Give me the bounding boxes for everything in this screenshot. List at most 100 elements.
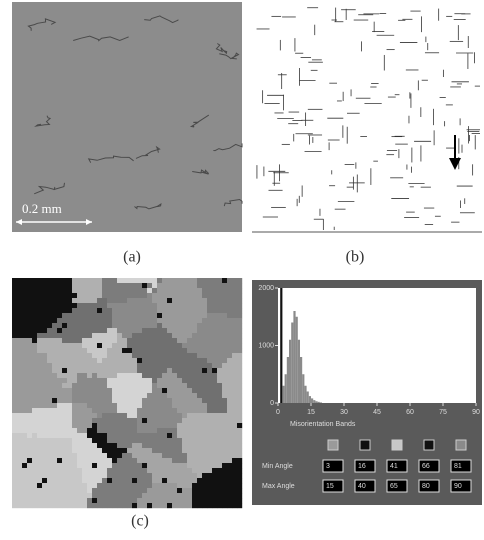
grain-cell bbox=[77, 353, 82, 358]
grain-cell bbox=[62, 398, 67, 403]
grain-cell bbox=[52, 488, 57, 493]
grain-cell bbox=[202, 303, 207, 308]
grain-cell bbox=[157, 333, 162, 338]
grain-cell bbox=[52, 358, 57, 363]
grain-cell bbox=[167, 298, 172, 303]
grain-cell bbox=[217, 443, 222, 448]
grain-cell bbox=[222, 323, 227, 328]
grain-cell bbox=[232, 458, 237, 463]
grain-cell bbox=[147, 463, 152, 468]
grain-cell bbox=[152, 373, 157, 378]
grain-cell bbox=[92, 473, 97, 478]
grain-cell bbox=[87, 398, 92, 403]
grain-cell bbox=[227, 328, 232, 333]
grain-cell bbox=[77, 288, 82, 293]
grain-cell bbox=[27, 338, 32, 343]
grain-cell bbox=[197, 293, 202, 298]
grain-cell bbox=[217, 293, 222, 298]
grain-cell bbox=[67, 333, 72, 338]
grain-cell bbox=[192, 383, 197, 388]
grain-cell bbox=[32, 313, 37, 318]
grain-cell bbox=[132, 408, 137, 413]
grain-cell bbox=[157, 433, 162, 438]
grain-cell bbox=[27, 393, 32, 398]
grain-cell bbox=[162, 443, 167, 448]
grain-cell bbox=[122, 378, 127, 383]
grain-cell bbox=[102, 443, 107, 448]
grain-cell bbox=[47, 343, 52, 348]
grain-cell bbox=[117, 433, 122, 438]
grain-cell bbox=[177, 353, 182, 358]
grain-cell bbox=[237, 448, 242, 453]
grain-cell bbox=[92, 398, 97, 403]
grain-cell bbox=[162, 363, 167, 368]
grain-cell bbox=[172, 383, 177, 388]
grain-cell bbox=[197, 498, 202, 503]
grain-cell bbox=[232, 343, 237, 348]
grain-cell bbox=[237, 498, 242, 503]
grain-cell bbox=[217, 473, 222, 478]
plot-area bbox=[278, 288, 476, 403]
grain-cell bbox=[137, 283, 142, 288]
grain-cell bbox=[122, 413, 127, 418]
grain-cell bbox=[37, 373, 42, 378]
grain-cell bbox=[172, 373, 177, 378]
grain-cell bbox=[12, 468, 17, 473]
grain-cell bbox=[217, 428, 222, 433]
grain-cell bbox=[192, 298, 197, 303]
grain-cell bbox=[92, 423, 97, 428]
grain-cell bbox=[222, 373, 227, 378]
grain-cell bbox=[67, 318, 72, 323]
grain-cell bbox=[137, 388, 142, 393]
grain-cell bbox=[97, 408, 102, 413]
grain-cell bbox=[172, 363, 177, 368]
grain-cell bbox=[152, 308, 157, 313]
grain-cell bbox=[97, 288, 102, 293]
y-tick-label: 1000 bbox=[258, 342, 274, 349]
grain-cell bbox=[57, 278, 62, 283]
grain-cell bbox=[37, 293, 42, 298]
grain-cell bbox=[47, 353, 52, 358]
grain-cell bbox=[102, 323, 107, 328]
grain-cell bbox=[142, 323, 147, 328]
grain-cell bbox=[37, 498, 42, 503]
grain-cell bbox=[127, 343, 132, 348]
grain-cell bbox=[122, 323, 127, 328]
grain-cell bbox=[112, 458, 117, 463]
grain-cell bbox=[132, 313, 137, 318]
grain-cell bbox=[197, 283, 202, 288]
grain-cell bbox=[132, 448, 137, 453]
grain-cell bbox=[57, 503, 62, 508]
grain-cell bbox=[102, 408, 107, 413]
grain-cell bbox=[67, 458, 72, 463]
grain-cell bbox=[237, 483, 242, 488]
grain-cell bbox=[197, 363, 202, 368]
grain-cell bbox=[127, 498, 132, 503]
grain-cell bbox=[137, 378, 142, 383]
grain-cell bbox=[232, 418, 237, 423]
grain-cell bbox=[237, 503, 242, 508]
grain-cell bbox=[82, 503, 87, 508]
grain-cell bbox=[192, 423, 197, 428]
grain-cell bbox=[42, 363, 47, 368]
grain-cell bbox=[87, 438, 92, 443]
grain-cell bbox=[157, 413, 162, 418]
grain-cell bbox=[77, 373, 82, 378]
grain-cell bbox=[172, 463, 177, 468]
grain-cell bbox=[72, 333, 77, 338]
grain-cell bbox=[172, 413, 177, 418]
grain-cell bbox=[212, 408, 217, 413]
grain-cell bbox=[167, 493, 172, 498]
grain-cell bbox=[167, 323, 172, 328]
grain-cell bbox=[127, 493, 132, 498]
grain-cell bbox=[177, 288, 182, 293]
grain-cell bbox=[117, 498, 122, 503]
grain-cell bbox=[117, 358, 122, 363]
grain-cell bbox=[197, 418, 202, 423]
grain-cell bbox=[27, 318, 32, 323]
grain-cell bbox=[127, 338, 132, 343]
grain-cell bbox=[182, 383, 187, 388]
grain-cell bbox=[97, 373, 102, 378]
grain-cell bbox=[167, 403, 172, 408]
grain-cell bbox=[107, 323, 112, 328]
